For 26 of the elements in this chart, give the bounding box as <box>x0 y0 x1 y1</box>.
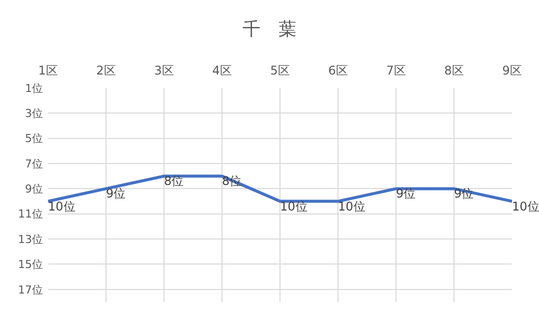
data-label: 9位 <box>106 186 126 201</box>
data-label: 10位 <box>338 199 366 214</box>
x-tick-label: 2区 <box>96 64 116 78</box>
x-tick-label: 9区 <box>502 64 522 78</box>
data-label: 10位 <box>280 199 308 214</box>
y-tick-label: 15位 <box>18 258 43 272</box>
x-tick-label: 1区 <box>38 64 58 78</box>
x-tick-label: 3区 <box>154 64 174 78</box>
y-tick-label: 3位 <box>25 107 43 120</box>
x-tick-label: 7区 <box>386 64 406 78</box>
data-label: 9位 <box>396 186 416 201</box>
data-label: 10位 <box>512 199 539 214</box>
y-tick-label: 11位 <box>18 208 43 221</box>
y-tick-label: 17位 <box>18 283 43 296</box>
y-tick-label: 7位 <box>25 157 43 170</box>
y-tick-label: 1位 <box>25 82 43 95</box>
x-tick-label: 6区 <box>328 64 348 78</box>
data-label: 8位 <box>164 174 184 188</box>
chart-title: 千 葉 <box>242 19 296 40</box>
y-tick-label: 13位 <box>18 232 43 246</box>
y-tick-label: 5位 <box>25 132 43 146</box>
x-tick-label: 8区 <box>444 64 464 78</box>
x-tick-label: 4区 <box>212 64 232 78</box>
x-tick-label: 5区 <box>270 64 290 78</box>
data-label: 10位 <box>48 199 76 214</box>
y-tick-label: 9位 <box>25 182 43 196</box>
